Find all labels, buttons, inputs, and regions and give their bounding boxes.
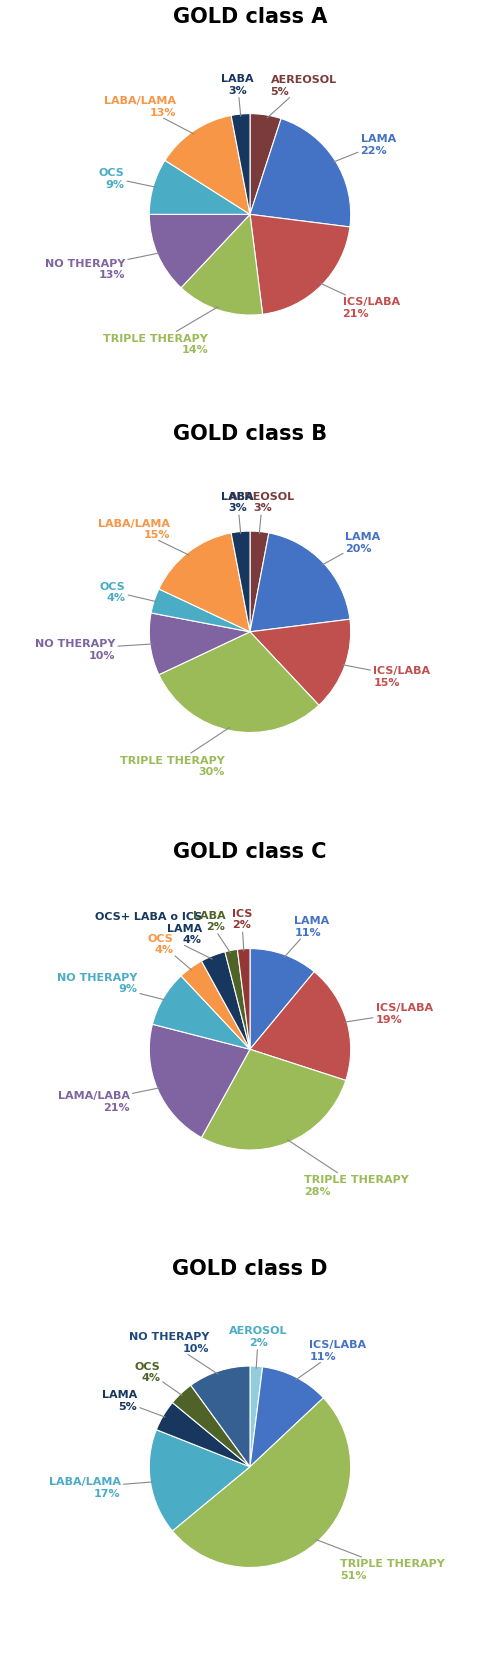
Text: LABA
3%: LABA 3% <box>222 492 254 535</box>
Text: TRIPLE THERAPY
30%: TRIPLE THERAPY 30% <box>120 728 230 776</box>
Text: NO THERAPY
10%: NO THERAPY 10% <box>129 1332 218 1374</box>
Text: LAMA
20%: LAMA 20% <box>322 531 380 566</box>
Title: GOLD class D: GOLD class D <box>172 1258 328 1279</box>
Wedge shape <box>172 1398 350 1567</box>
Text: NO THERAPY
10%: NO THERAPY 10% <box>34 639 152 660</box>
Wedge shape <box>172 1385 250 1466</box>
Wedge shape <box>250 215 350 314</box>
Wedge shape <box>181 215 262 316</box>
Text: LAMA
5%: LAMA 5% <box>102 1390 165 1417</box>
Wedge shape <box>250 1367 262 1466</box>
Text: AEREOSOL
5%: AEREOSOL 5% <box>267 74 336 119</box>
Wedge shape <box>150 1024 250 1139</box>
Wedge shape <box>151 589 250 632</box>
Text: LAMA
22%: LAMA 22% <box>334 134 396 162</box>
Text: LABA
2%: LABA 2% <box>193 910 230 953</box>
Wedge shape <box>250 621 350 705</box>
Text: TRIPLE THERAPY
28%: TRIPLE THERAPY 28% <box>288 1140 408 1197</box>
Text: OCS
4%: OCS 4% <box>148 933 192 970</box>
Text: OCS
4%: OCS 4% <box>134 1360 182 1395</box>
Text: ICS/LABA
15%: ICS/LABA 15% <box>342 665 430 687</box>
Wedge shape <box>250 531 269 632</box>
Text: ICS/LABA
19%: ICS/LABA 19% <box>344 1003 433 1024</box>
Text: ICS
2%: ICS 2% <box>232 909 252 952</box>
Text: AEREOSOL
3%: AEREOSOL 3% <box>230 492 296 535</box>
Text: TRIPLE THERAPY
51%: TRIPLE THERAPY 51% <box>316 1539 444 1579</box>
Text: NO THERAPY
13%: NO THERAPY 13% <box>45 253 160 280</box>
Wedge shape <box>250 114 281 215</box>
Text: LAMA/LABA
21%: LAMA/LABA 21% <box>58 1089 160 1112</box>
Text: OCS
9%: OCS 9% <box>98 167 156 190</box>
Text: LABA/LAMA
17%: LABA/LAMA 17% <box>48 1476 152 1498</box>
Text: LABA/LAMA
13%: LABA/LAMA 13% <box>104 96 194 134</box>
Wedge shape <box>150 1430 250 1531</box>
Text: LABA/LAMA
15%: LABA/LAMA 15% <box>98 518 189 556</box>
Wedge shape <box>202 1049 346 1150</box>
Wedge shape <box>202 952 250 1049</box>
Wedge shape <box>165 116 250 215</box>
Wedge shape <box>250 533 350 632</box>
Title: GOLD class B: GOLD class B <box>173 424 327 444</box>
Title: GOLD class C: GOLD class C <box>174 841 327 861</box>
Text: OCS+ LABA o ICS
LAMA
4%: OCS+ LABA o ICS LAMA 4% <box>94 912 212 960</box>
Wedge shape <box>225 950 250 1049</box>
Text: AEROSOL
2%: AEROSOL 2% <box>229 1326 288 1369</box>
Wedge shape <box>152 976 250 1049</box>
Text: ICS/LABA
21%: ICS/LABA 21% <box>320 285 400 318</box>
Title: GOLD class A: GOLD class A <box>173 7 327 26</box>
Wedge shape <box>159 632 319 733</box>
Wedge shape <box>231 531 250 632</box>
Wedge shape <box>191 1367 250 1466</box>
Wedge shape <box>238 948 250 1049</box>
Wedge shape <box>150 614 250 675</box>
Wedge shape <box>250 971 350 1081</box>
Wedge shape <box>250 1367 324 1466</box>
Text: LAMA
11%: LAMA 11% <box>284 915 330 958</box>
Text: TRIPLE THERAPY
14%: TRIPLE THERAPY 14% <box>103 308 218 356</box>
Wedge shape <box>150 215 250 288</box>
Wedge shape <box>150 161 250 215</box>
Wedge shape <box>250 948 314 1049</box>
Text: OCS
4%: OCS 4% <box>100 581 156 602</box>
Text: LABA
3%: LABA 3% <box>222 74 254 118</box>
Wedge shape <box>156 1403 250 1466</box>
Text: NO THERAPY
9%: NO THERAPY 9% <box>57 971 165 1000</box>
Text: ICS/LABA
11%: ICS/LABA 11% <box>296 1339 366 1380</box>
Wedge shape <box>231 114 250 215</box>
Wedge shape <box>181 962 250 1049</box>
Wedge shape <box>159 533 250 632</box>
Wedge shape <box>250 119 350 228</box>
